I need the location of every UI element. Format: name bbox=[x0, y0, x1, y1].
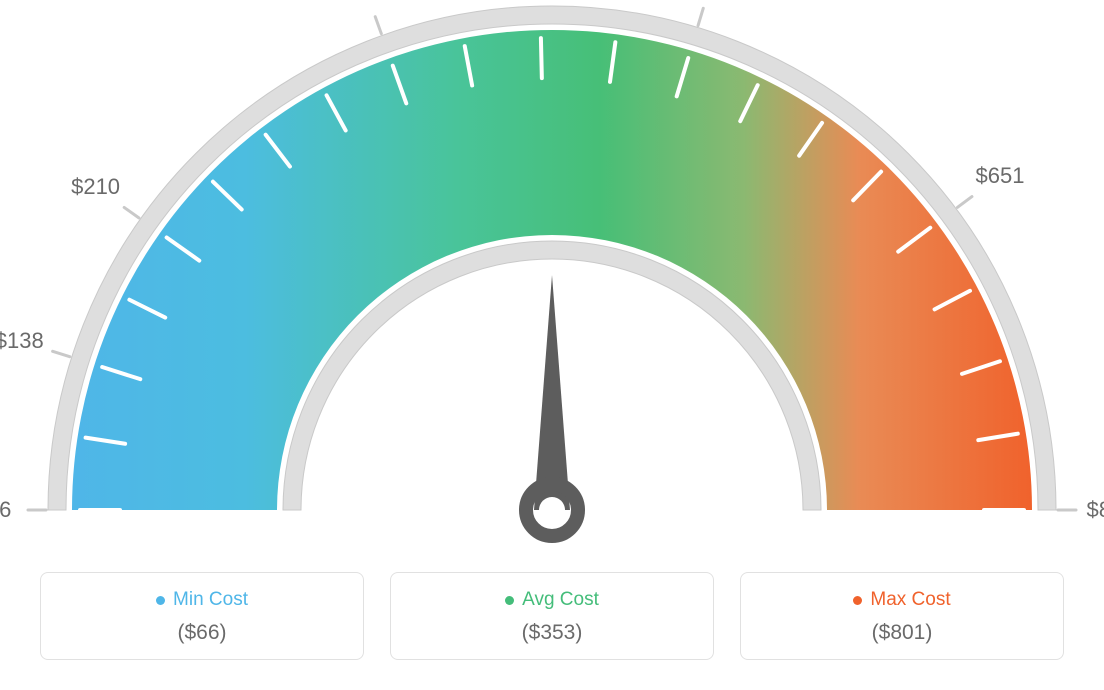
dot-icon bbox=[853, 596, 862, 605]
tick-label: $651 bbox=[976, 163, 1025, 189]
legend-title-text: Min Cost bbox=[173, 589, 248, 611]
legend-title-text: Max Cost bbox=[870, 589, 950, 611]
legend-row: Min Cost ($66) Avg Cost ($353) Max Cost … bbox=[40, 572, 1064, 660]
legend-title-max: Max Cost bbox=[853, 589, 950, 611]
legend-card-min: Min Cost ($66) bbox=[40, 572, 364, 660]
tick-label: $66 bbox=[0, 497, 11, 523]
tick-label: $210 bbox=[71, 174, 120, 200]
legend-card-avg: Avg Cost ($353) bbox=[390, 572, 714, 660]
dot-icon bbox=[156, 596, 165, 605]
legend-title-min: Min Cost bbox=[156, 589, 248, 611]
legend-value-min: ($66) bbox=[51, 621, 353, 645]
legend-value-max: ($801) bbox=[751, 621, 1053, 645]
legend-card-max: Max Cost ($801) bbox=[740, 572, 1064, 660]
legend-title-avg: Avg Cost bbox=[505, 589, 599, 611]
legend-title-text: Avg Cost bbox=[522, 589, 599, 611]
gauge-svg bbox=[0, 0, 1104, 560]
legend-value-avg: ($353) bbox=[401, 621, 703, 645]
gauge-chart: $66$138$210$353$502$651$801 bbox=[0, 0, 1104, 560]
tick-label: $138 bbox=[0, 328, 44, 354]
tick-label: $801 bbox=[1087, 497, 1104, 523]
dot-icon bbox=[505, 596, 514, 605]
cost-gauge-widget: $66$138$210$353$502$651$801 Min Cost ($6… bbox=[0, 0, 1104, 690]
